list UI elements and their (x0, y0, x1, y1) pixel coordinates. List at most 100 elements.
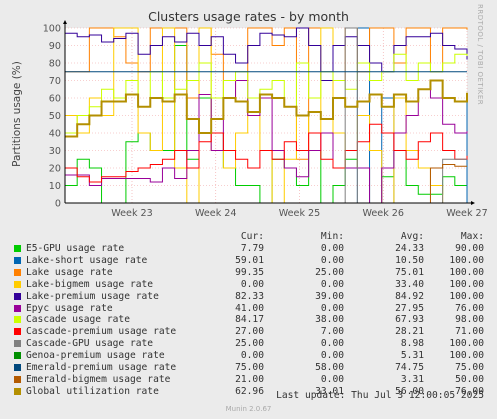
legend-max-value: 71.00 (455, 326, 484, 338)
legend-avg-value: 8.98 (400, 338, 424, 350)
x-axis-arrow (471, 201, 475, 205)
x-tick-label: Week 23 (111, 208, 153, 219)
legend-min-value: 58.00 (315, 362, 344, 373)
legend-series-name: E5-GPU usage rate (26, 243, 125, 254)
chart-title: Clusters usage rates - by month (148, 9, 349, 24)
rrdtool-watermark: RRDTOOL / TOBI OETIKER (476, 4, 484, 106)
y-tick-label: 60 (49, 94, 61, 105)
y-tick-label: 70 (49, 76, 61, 87)
legend-cur-value: 27.00 (235, 326, 264, 338)
legend-swatch (14, 245, 21, 252)
legend-row: Cascade-GPU usage rate 25.00 0.00 8.98 100.0… (14, 338, 484, 350)
legend-min-value: 0.00 (320, 278, 344, 290)
legend-swatch (14, 375, 21, 383)
legend-min-value: 25.00 (315, 266, 344, 278)
y-tick-label: 90 (49, 41, 61, 52)
legend-max-value: 100.00 (449, 338, 484, 350)
legend-row: Lake usage rate 99.35 25.00 75.01 100.00 (14, 267, 484, 279)
legend-min-value: 39.00 (315, 290, 344, 302)
legend-series-name: Emerald-premium usage rate (26, 362, 177, 373)
legend-row: Global utilization rate 62.96 33.01 56.00 76… (14, 386, 484, 398)
x-tick-label: Week 24 (195, 208, 237, 219)
legend-row: Lake-bigmem usage rate 0.00 0.00 33.40 100.0… (14, 279, 484, 291)
legend-swatch (14, 280, 21, 288)
legend-swatch (14, 364, 21, 371)
legend-series-name: Emerald-bigmem usage rate (26, 373, 171, 385)
y-tick-label: 80 (49, 59, 61, 70)
legend-min-value: 0.00 (320, 350, 344, 362)
legend-row: E5-GPU usage rate 7.79 0.00 24.33 90.00 (14, 243, 484, 255)
legend-min-value: 7.00 (320, 326, 344, 338)
y-tick-label: 10 (49, 181, 61, 192)
legend-avg-value: 56.00 (395, 385, 424, 397)
legend-row: Cascade-premium usage rate 27.00 7.00 28.21… (14, 326, 484, 338)
legend-cur-value: 25.00 (235, 338, 264, 350)
legend-cur-value: 75.00 (235, 362, 264, 373)
legend-min-value: 38.00 (315, 314, 344, 326)
legend-avg-value: 27.95 (395, 302, 424, 314)
legend-cur-value: 59.01 (235, 254, 264, 266)
y-tick-label: 30 (49, 146, 61, 157)
legend-series-name: Global utilization rate (26, 385, 159, 397)
legend-max-value: 100.00 (449, 290, 484, 302)
legend-max-value: 75.00 (455, 362, 484, 373)
legend-series-name: Lake-premium usage rate (26, 290, 159, 302)
legend-cur-value: 62.96 (235, 385, 264, 397)
series-line-12 (65, 79, 468, 138)
legend-avg-value: 67.93 (395, 314, 424, 326)
legend-min-value: 0.00 (320, 302, 344, 314)
legend-max-value: 100.00 (449, 350, 484, 362)
legend-row: Emerald-bigmem usage rate 21.00 0.00 3.31 50… (14, 374, 484, 386)
legend-row: Cascade usage rate 84.17 38.00 67.93 98.00 (14, 314, 484, 326)
legend-max-value: 90.00 (455, 243, 484, 254)
legend-min-value: 33.01 (315, 385, 344, 397)
legend-series-name: Epyc usage rate (26, 302, 113, 314)
legend-row: Epyc usage rate 41.00 0.00 27.95 76.00 (14, 303, 484, 315)
legend-max-value: 100.00 (449, 278, 484, 290)
legend-header-avg: Avg: (400, 231, 424, 242)
legend-max-value: 76.00 (455, 385, 484, 397)
legend-min-value: 0.00 (320, 254, 344, 266)
legend-swatch (14, 292, 21, 300)
last-update: Last update: Thu Jul 3 12:00:05 2025 (276, 390, 484, 401)
legend-cur-value: 0.00 (240, 350, 264, 362)
legend-cur-value: 7.79 (240, 243, 264, 254)
legend-avg-value: 33.40 (395, 278, 424, 290)
legend-series-name: Genoa-premium usage rate (26, 350, 165, 362)
y-tick-label: 100 (43, 24, 61, 35)
legend-row: Lake-short usage rate 59.01 0.00 10.50 100.0… (14, 255, 484, 267)
legend-avg-value: 10.50 (395, 254, 424, 266)
legend-cur-value: 41.00 (235, 302, 264, 314)
legend-avg-value: 3.31 (400, 373, 424, 385)
legend-min-value: 0.00 (320, 243, 344, 254)
legend-series-name: Lake usage rate (26, 266, 113, 278)
legend-max-value: 98.00 (455, 314, 484, 326)
legend-swatch (14, 328, 21, 336)
legend-series-name: Cascade-GPU usage rate (26, 338, 154, 350)
legend-swatch (14, 316, 21, 324)
legend-avg-value: 5.31 (400, 350, 424, 362)
munin-version: Munin 2.0.67 (225, 405, 272, 413)
x-tick-label: Week 27 (446, 208, 488, 219)
y-tick-label: 40 (49, 129, 61, 140)
series-line-7 (65, 123, 468, 183)
legend-cur-value: 82.33 (235, 290, 264, 302)
legend-max-value: 100.00 (449, 254, 484, 266)
y-tick-label: 50 (49, 111, 61, 122)
line-chart: 0 10 20 30 40 50 60 70 80 90 100 Week 23 Week 24 Week… (43, 20, 488, 219)
legend-swatch (14, 352, 21, 360)
legend-min-value: 0.00 (320, 373, 344, 385)
legend-swatch (14, 256, 21, 264)
legend-swatch (14, 387, 21, 395)
legend-row: Genoa-premium usage rate 0.00 0.00 5.31 100.… (14, 350, 484, 362)
legend-cur-value: 84.17 (235, 314, 264, 326)
legend-series-name: Lake-short usage rate (26, 254, 148, 266)
y-tick-label: 0 (55, 199, 61, 210)
legend-cur-value: 21.00 (235, 373, 264, 385)
y-axis-arrow (63, 20, 67, 24)
legend-row: Lake-premium usage rate 82.33 39.00 84.92 10… (14, 291, 484, 303)
legend-avg-value: 74.75 (395, 362, 424, 373)
legend-avg-value: 84.92 (395, 290, 424, 302)
legend-header-min: Min: (320, 231, 344, 242)
x-tick-label: Week 26 (362, 208, 404, 219)
